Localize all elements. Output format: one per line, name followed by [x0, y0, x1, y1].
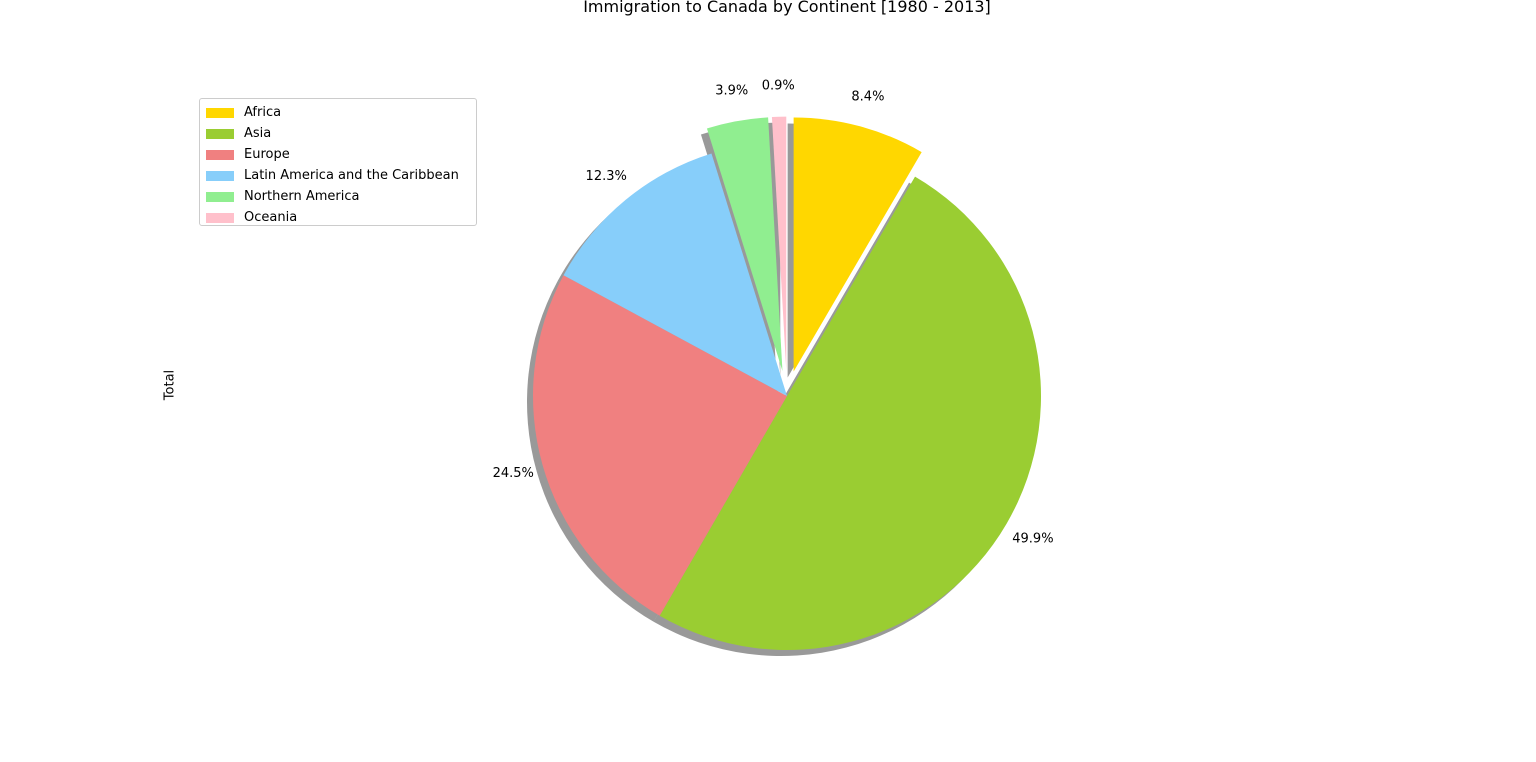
legend-label-northern-america: Northern America [244, 189, 360, 204]
slice-europe [533, 275, 787, 616]
legend-item-africa: Africa [200, 102, 476, 123]
legend-label-europe: Europe [244, 147, 290, 162]
slice-latin-america-and-the-caribbean [563, 153, 787, 396]
legend-label-latin-america-and-the-caribbean: Latin America and the Caribbean [244, 168, 459, 183]
slice-asia [659, 176, 1041, 650]
percent-label-europe: 24.5% [493, 466, 534, 481]
legend-swatch-oceania [206, 212, 234, 223]
chart-title: Immigration to Canada by Continent [1980… [583, 0, 991, 16]
legend-swatch-africa [206, 107, 234, 118]
chart-legend: Africa Asia Europe Latin America and the Ca… [199, 98, 477, 226]
legend-item-oceania: Oceania [200, 207, 476, 228]
percent-label-oceania: 0.9% [762, 79, 795, 94]
percent-label-latin-america-and-the-caribbean: 12.3% [586, 169, 627, 184]
pie-wedge-group [533, 116, 1041, 650]
legend-label-africa: Africa [244, 105, 282, 120]
legend-swatch-northern-america [206, 191, 234, 202]
legend-item-asia: Asia [200, 123, 476, 144]
legend-item-europe: Europe [200, 144, 476, 165]
legend-label-asia: Asia [244, 126, 272, 141]
legend-swatch-latin-america-and-the-caribbean [206, 170, 234, 181]
percent-label-northern-america: 3.9% [715, 84, 748, 99]
slice-northern-america [706, 117, 783, 372]
percent-label-africa: 8.4% [851, 89, 884, 104]
legend-item-northern-america: Northern America [200, 186, 476, 207]
slice-oceania [771, 116, 787, 371]
percent-label-asia: 49.9% [1012, 532, 1053, 547]
legend-swatch-europe [206, 149, 234, 160]
legend-item-latin-america-and-the-caribbean: Latin America and the Caribbean [200, 165, 476, 186]
legend-swatch-asia [206, 128, 234, 139]
slice-africa [793, 117, 922, 372]
legend-label-oceania: Oceania [244, 210, 298, 225]
